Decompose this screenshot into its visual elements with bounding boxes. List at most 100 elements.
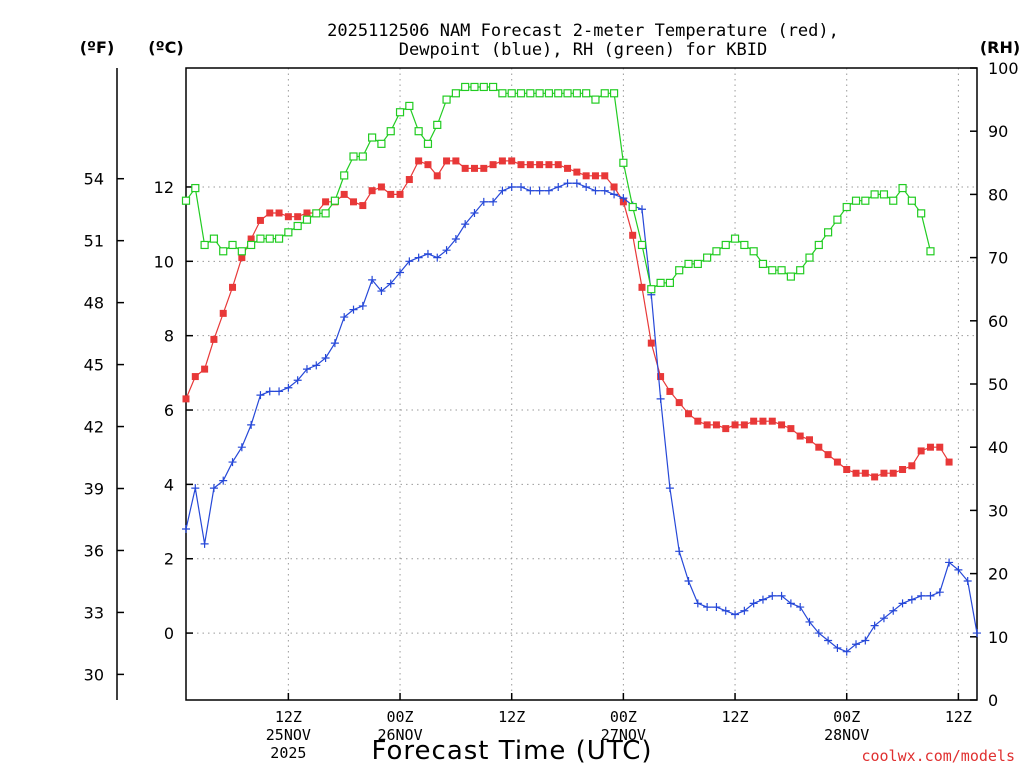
- celsius-tick-label: 0: [164, 624, 174, 643]
- rh-point: [312, 209, 321, 218]
- rh-point: [414, 127, 423, 136]
- dewpoint-point: [898, 599, 907, 608]
- fahrenheit-tick-label: 42: [84, 418, 104, 437]
- dewpoint-point: [479, 197, 488, 206]
- dewpoint-point: [684, 577, 693, 586]
- rh-tick-label: 60: [988, 312, 1008, 331]
- rh-point: [917, 209, 926, 218]
- temperature-point: [880, 469, 888, 477]
- rh-point: [814, 240, 823, 250]
- rh-point: [470, 82, 479, 92]
- dewpoint-point: [600, 186, 609, 195]
- rh-point: [600, 89, 609, 98]
- dewpoint-point: [517, 182, 526, 191]
- rh-point: [451, 89, 460, 98]
- dewpoint-point: [544, 186, 553, 195]
- dewpoint-point: [637, 205, 646, 214]
- temperature-point: [210, 335, 218, 343]
- rh-point: [926, 247, 935, 256]
- celsius-tick-label: 12: [154, 178, 174, 197]
- dewpoint-point: [470, 208, 479, 217]
- rh-point: [730, 234, 740, 243]
- dewpoint-point: [656, 394, 665, 403]
- rh-tick-label: 10: [988, 628, 1008, 647]
- dewpoint-point: [935, 588, 944, 597]
- rh-point: [507, 89, 516, 98]
- dewpoint-point: [963, 577, 972, 586]
- temperature-point: [573, 168, 581, 176]
- dewpoint-point: [535, 186, 544, 195]
- gridlines: [186, 68, 977, 700]
- temperature-point: [582, 172, 590, 180]
- dewpoint-point: [284, 383, 293, 392]
- time-tick-label: 26NOV: [377, 726, 422, 744]
- rh-point: [703, 253, 712, 262]
- dewpoint-point: [712, 603, 721, 612]
- rh-point: [656, 278, 665, 287]
- temperature-point: [201, 365, 209, 373]
- credit-link[interactable]: coolwx.com/models: [861, 747, 1015, 765]
- temperature-point: [517, 161, 525, 169]
- temperature-point: [731, 421, 739, 429]
- temperature-point: [917, 447, 925, 455]
- temperature-point: [610, 183, 618, 191]
- rh-point: [247, 240, 256, 250]
- temperature-point: [294, 213, 302, 221]
- dewpoint-point: [489, 197, 498, 206]
- time-tick-label: 28NOV: [824, 726, 869, 744]
- temperature-point: [601, 172, 609, 180]
- temperature-point: [768, 417, 776, 425]
- dewpoint-point: [805, 617, 814, 626]
- temperature-point: [647, 339, 655, 347]
- temperature-point: [229, 283, 237, 291]
- rh-point: [824, 228, 833, 237]
- temperature-point: [666, 387, 674, 395]
- temperature-point: [498, 157, 506, 165]
- temperature-point: [284, 213, 292, 221]
- dewpoint-point: [861, 636, 870, 645]
- rh-point: [340, 171, 349, 180]
- rh-point: [796, 266, 805, 275]
- chart-title-line-2: Dewpoint (blue), RH (green) for KBID: [399, 40, 767, 60]
- dewpoint-point: [675, 547, 684, 556]
- temperature-line: [185, 160, 950, 478]
- rh-point: [284, 228, 293, 237]
- dewpoint-line: [185, 182, 978, 653]
- rh-point: [181, 196, 191, 205]
- dewpoint-point: [349, 305, 358, 314]
- temperature-point: [712, 421, 720, 429]
- dewpoint-point: [228, 458, 237, 467]
- dewpoint-point: [200, 539, 209, 548]
- rh-point: [321, 209, 330, 218]
- rh-point: [572, 89, 581, 98]
- dewpoint-point: [340, 313, 349, 322]
- chart-title-line-1: 2025112506 NAM Forecast 2-meter Temperat…: [327, 21, 839, 41]
- temperature-point: [405, 176, 413, 184]
- rh-point: [386, 127, 395, 136]
- rh-point: [293, 221, 302, 231]
- rh-point: [805, 253, 814, 262]
- temperature-point: [871, 473, 879, 481]
- dewpoint-point: [610, 190, 619, 199]
- dewpoint-point: [414, 253, 423, 262]
- time-tick-label: 00Z: [610, 708, 637, 726]
- dewpoint-point: [358, 301, 367, 310]
- rh-tick-label: 50: [988, 375, 1008, 394]
- temperature-point: [526, 161, 534, 169]
- temperature-point: [805, 436, 813, 444]
- rh-tick-label: 0: [988, 691, 998, 710]
- temperature-point: [908, 462, 916, 470]
- dewpoint-point: [461, 220, 470, 229]
- rh-point: [768, 266, 777, 275]
- rh-point: [498, 89, 507, 98]
- dewpoint-point: [749, 599, 758, 608]
- dewpoint-point: [945, 558, 954, 567]
- temperature-point: [759, 417, 767, 425]
- temperature-point: [415, 157, 423, 165]
- dewpoint-point: [209, 484, 218, 493]
- dewpoint-point: [786, 599, 795, 608]
- dewpoint-point: [386, 279, 395, 288]
- fahrenheit-tick-label: 30: [84, 665, 104, 684]
- dewpoint-point: [526, 186, 535, 195]
- dewpoint-point: [731, 610, 740, 619]
